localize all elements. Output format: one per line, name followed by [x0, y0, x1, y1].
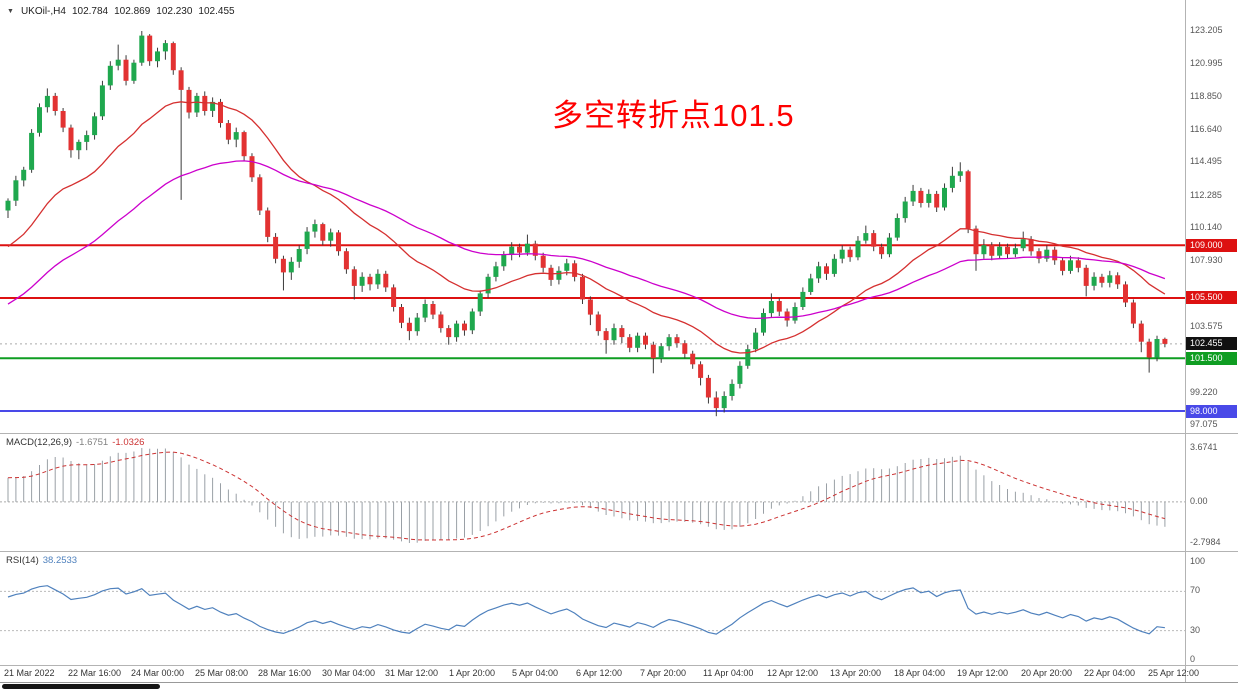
- price-tick-label: 112.285: [1190, 190, 1222, 200]
- time-axis-label: 7 Apr 20:00: [640, 668, 687, 678]
- price-tick-label: 120.995: [1190, 58, 1223, 68]
- time-axis-label: 25 Mar 08:00: [195, 668, 249, 678]
- macd-name: MACD(12,26,9): [6, 437, 72, 448]
- chart-annotation[interactable]: 多空转折点101.5: [552, 98, 795, 133]
- macd-signal-value: -1.0326: [112, 437, 145, 448]
- macd-axis-label: 0.00: [1190, 496, 1208, 506]
- level-price-badge: 109.000: [1186, 239, 1237, 252]
- rsi-axis-label: 0: [1190, 654, 1196, 664]
- collapse-arrow-icon[interactable]: ▼: [7, 8, 14, 15]
- rsi-name: RSI(14): [6, 555, 39, 566]
- quote-close: 102.455: [198, 6, 235, 17]
- rsi-axis-label: 70: [1190, 585, 1201, 595]
- price-tick-label: 110.140: [1190, 222, 1222, 232]
- price-tick-label: 118.850: [1190, 91, 1222, 101]
- time-axis-label: 13 Apr 20:00: [830, 668, 882, 678]
- macd-axis-label: 3.6741: [1190, 442, 1218, 452]
- price-tick-label: 123.205: [1190, 25, 1223, 35]
- level-price-badge: 98.000: [1186, 405, 1237, 418]
- time-axis-label: 22 Mar 16:00: [68, 668, 122, 678]
- macd-pane-graphics: [0, 448, 1185, 543]
- macd-indicator-label: MACD(12,26,9) -1.6751 -1.0326: [6, 437, 144, 448]
- level-price-badge: 105.500: [1186, 291, 1237, 304]
- current-price-badge: 102.455: [1186, 337, 1237, 350]
- time-axis-label: 21 Mar 2022: [4, 668, 55, 678]
- level-lines-group[interactable]: [0, 244, 1185, 412]
- time-axis-label: 31 Mar 12:00: [385, 668, 439, 678]
- symbol-timeframe: UKOil-,H4: [20, 6, 66, 17]
- macd-axis-label: -2.7984: [1190, 537, 1221, 547]
- time-axis-label: 11 Apr 04:00: [703, 668, 754, 678]
- rsi-axis-label: 30: [1190, 625, 1201, 635]
- time-axis-label: 19 Apr 12:00: [957, 668, 1009, 678]
- time-axis-label: 22 Apr 04:00: [1084, 668, 1136, 678]
- quote-high: 102.869: [114, 6, 151, 17]
- time-axis-label: 20 Apr 20:00: [1021, 668, 1073, 678]
- rsi-value: 38.2533: [42, 555, 78, 566]
- time-axis-label: 1 Apr 20:00: [449, 668, 496, 678]
- horizontal-scrollbar[interactable]: [0, 683, 1238, 691]
- time-axis-label: 25 Apr 12:00: [1148, 668, 1200, 678]
- time-axis-label: 18 Apr 04:00: [894, 668, 946, 678]
- price-tick-label: 107.930: [1190, 255, 1223, 265]
- quote-low: 102.230: [156, 6, 193, 17]
- price-tick-label: 103.575: [1190, 321, 1223, 331]
- time-axis-label: 12 Apr 12:00: [767, 668, 819, 678]
- level-price-badge: 101.500: [1186, 352, 1237, 365]
- time-axis-label: 6 Apr 12:00: [576, 668, 623, 678]
- price-tick-label: 99.220: [1190, 387, 1218, 397]
- candlestick-series: [5, 31, 1168, 417]
- time-axis-label: 28 Mar 16:00: [258, 668, 312, 678]
- time-axis-label: 5 Apr 04:00: [512, 668, 559, 678]
- rsi-indicator-label: RSI(14) 38.2533: [6, 555, 77, 566]
- price-tick-label: 114.495: [1190, 156, 1222, 166]
- rsi-axis-label: 100: [1190, 556, 1206, 566]
- price-tick-label: 97.075: [1190, 419, 1218, 429]
- time-axis-label: 24 Mar 00:00: [131, 668, 185, 678]
- scrollbar-thumb[interactable]: [2, 684, 160, 689]
- price-tick-label: 116.640: [1190, 124, 1222, 134]
- macd-main-value: -1.6751: [76, 437, 109, 448]
- time-axis-label: 30 Mar 04:00: [322, 668, 376, 678]
- instrument-header: ▼ UKOil-,H4 102.784 102.869 102.230 102.…: [7, 6, 235, 17]
- moving-average-lines: [7, 101, 1166, 354]
- quote-open: 102.784: [71, 6, 109, 17]
- rsi-pane-graphics: [0, 585, 1185, 635]
